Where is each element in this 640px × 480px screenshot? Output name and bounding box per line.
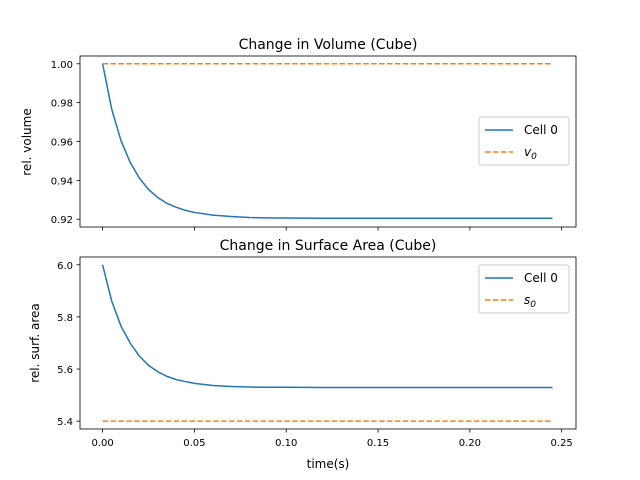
volume-legend-label-0: Cell 0: [524, 123, 558, 137]
volume-legend-box: [478, 116, 570, 166]
surface-area-y-axis-label: rel. surf. area: [28, 303, 42, 383]
surface-area-y-tick-label: 6.0: [57, 261, 73, 272]
volume-series-line-0: [101, 63, 553, 220]
surface-area-plot-area: 0.00 0.05 0.10 0.15 0.20 0.25 5.4 5.6 5.8 6.0 Cell…: [57, 256, 577, 449]
volume-y-tick-label: 0.96: [51, 138, 73, 149]
surface-area-x-tick-label: 0.10: [275, 438, 297, 449]
surface-area-y-tick-label: 5.8: [57, 313, 73, 324]
surface-area-x-tick-label: 0.00: [91, 438, 113, 449]
surface-area-legend-label-0: Cell 0: [524, 271, 558, 285]
surface-area-chart-title: Change in Surface Area (Cube): [220, 238, 437, 254]
surface-area-x-tick-label: 0.05: [183, 438, 205, 449]
volume-y-tick-label: 0.98: [51, 99, 73, 110]
surface-area-x-tick-label: 0.20: [459, 438, 481, 449]
surface-area-axes-frame: [79, 256, 577, 430]
surface-area-legend-box: [478, 264, 570, 314]
surface-area-y-tick-label: 5.4: [57, 417, 73, 428]
surface-area-x-tick-label: 0.25: [551, 438, 573, 449]
surface-area-y-tick-label: 5.6: [57, 365, 73, 376]
volume-chart: Change in Volume (Cube) rel. volume 0.92…: [20, 37, 577, 231]
surface-area-x-tick-label: 0.15: [367, 438, 389, 449]
volume-chart-title: Change in Volume (Cube): [239, 37, 418, 53]
volume-y-tick-label: 1.00: [51, 60, 73, 71]
x-axis-label: time(s): [307, 457, 350, 471]
volume-y-tick-label: 0.94: [51, 176, 73, 187]
surface-area-series-line-0: [101, 264, 553, 389]
volume-y-tick-label: 0.92: [51, 215, 73, 226]
volume-y-axis-label: rel. volume: [20, 108, 34, 175]
surface-area-chart: Change in Surface Area (Cube) rel. surf.…: [28, 238, 577, 471]
